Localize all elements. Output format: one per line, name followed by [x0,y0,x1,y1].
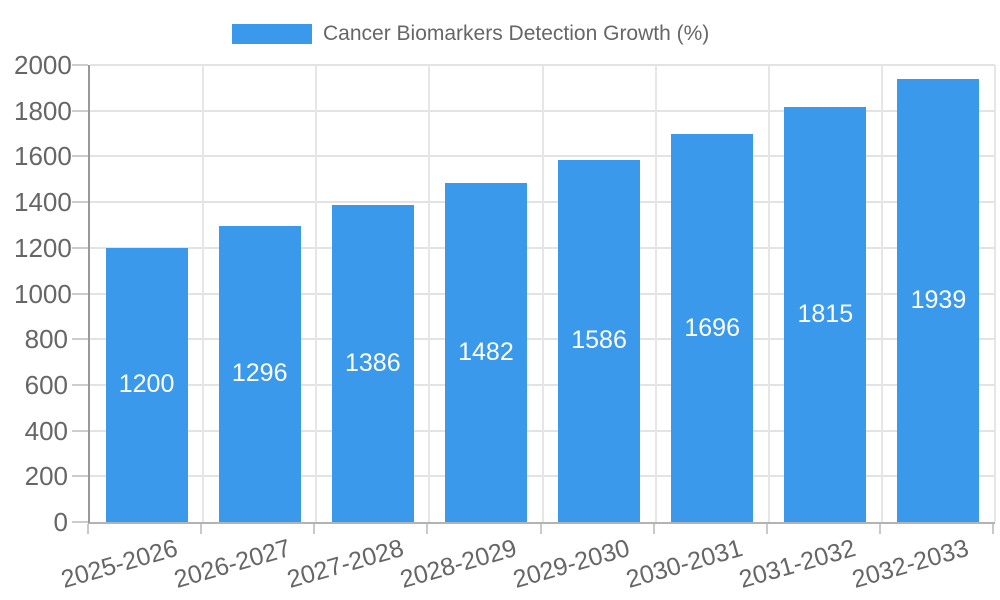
v-gridline [541,65,544,522]
x-axis-tick [765,524,768,534]
y-axis-tick-label: 1800 [14,95,72,126]
bar[interactable]: 1586 [558,159,641,522]
v-gridline [654,65,657,522]
bar[interactable]: 1696 [671,134,754,522]
bar[interactable]: 1815 [784,107,867,522]
bar[interactable]: 1386 [331,205,414,522]
bar-value-label: 1482 [458,338,514,367]
y-axis-tick-label: 1600 [14,141,72,172]
v-gridline [994,65,996,522]
y-axis-tick-label: 600 [24,369,68,400]
y-axis-tick [72,338,88,341]
bar-value-label: 1939 [910,285,967,314]
bar-value-label: 1296 [231,359,288,388]
y-axis-tick [72,109,88,112]
y-axis-tick [72,64,88,66]
y-axis-tick [72,475,88,478]
v-gridline [315,65,318,522]
y-axis-tick-label: 1200 [14,232,72,263]
bar-value-label: 1386 [345,349,401,378]
x-axis-tick [878,524,881,534]
bar[interactable]: 1939 [897,78,980,522]
y-axis-tick-label: 400 [24,415,68,446]
y-axis-tick-label: 2000 [14,50,72,80]
bar[interactable]: 1482 [444,183,527,522]
bar-value-label: 1200 [118,370,175,399]
bar[interactable]: 1296 [218,225,301,522]
v-gridline [880,65,883,522]
x-axis-tick [652,524,655,534]
x-axis-tick [200,524,203,534]
legend-swatch [232,24,312,44]
bar-value-label: 1815 [797,300,854,329]
legend-item[interactable]: Cancer Biomarkers Detection Growth (%) [232,22,709,46]
y-axis-tick-label: 800 [24,324,68,355]
plot-area: 1200 1296 1386 1482 1586 1696 1815 1939 [88,64,996,524]
v-gridline [428,65,431,522]
x-axis-tick [87,524,89,534]
y-axis-tick-label: 200 [24,461,68,492]
y-axis-tick-label: 0 [53,507,68,537]
x-axis-tick [426,524,429,534]
bar-value-label: 1696 [684,313,740,342]
x-axis-tick [539,524,542,534]
y-axis-tick [72,521,88,523]
v-gridline [767,65,770,522]
y-axis-tick [72,429,88,432]
y-axis-tick [72,292,88,295]
y-axis-tick [72,383,88,386]
x-axis-tick [992,524,994,534]
y-axis-tick-label: 1400 [14,187,72,218]
v-gridline [202,65,205,522]
y-axis-tick-label: 1000 [14,278,72,309]
bar-value-label: 1586 [571,326,627,355]
y-axis-tick [72,201,88,204]
bar[interactable]: 1200 [105,247,188,522]
legend-label: Cancer Biomarkers Detection Growth (%) [323,22,710,45]
y-axis-tick [72,246,88,249]
y-axis-tick [72,155,88,158]
x-axis-tick [313,524,316,534]
